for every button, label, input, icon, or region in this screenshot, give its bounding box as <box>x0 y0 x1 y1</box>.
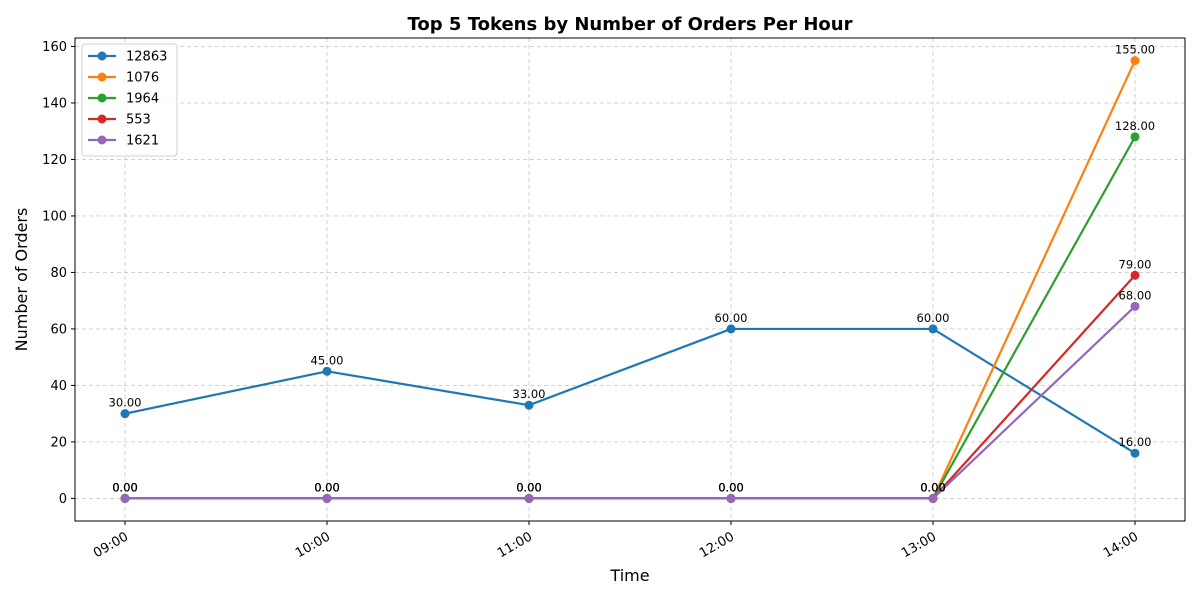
data-point <box>322 493 332 503</box>
data-label: 0.00 <box>112 480 138 494</box>
legend-label: 1076 <box>126 71 159 86</box>
chart-title: Top 5 Tokens by Number of Orders Per Hou… <box>408 14 853 35</box>
data-point <box>120 493 130 503</box>
data-point <box>1130 132 1140 142</box>
legend: 12863 1076 1964 553 1621 <box>81 43 178 157</box>
y-tick-label: 40 <box>50 379 67 394</box>
y-tick-label: 20 <box>50 435 67 450</box>
legend-label: 553 <box>126 113 151 128</box>
y-tick-label: 100 <box>42 209 67 224</box>
data-label: 0.00 <box>516 480 542 494</box>
data-label: 0.00 <box>920 480 946 494</box>
data-point <box>322 366 332 376</box>
legend-label: 12863 <box>126 50 167 65</box>
y-tick-label: 160 <box>42 40 67 55</box>
data-point <box>524 400 534 410</box>
y-tick-label: 120 <box>42 153 67 168</box>
data-point <box>1130 301 1140 311</box>
data-point <box>1130 56 1140 66</box>
data-point <box>120 409 130 419</box>
data-label: 0.00 <box>516 480 542 494</box>
data-point <box>928 324 938 334</box>
data-label: 0.00 <box>920 480 946 494</box>
data-label: 0.00 <box>112 480 138 494</box>
data-label: 79.00 <box>1119 257 1152 271</box>
legend-marker <box>97 93 107 103</box>
legend-marker <box>97 135 107 145</box>
data-label: 0.00 <box>314 480 340 494</box>
data-point <box>928 493 938 503</box>
y-axis-label: Number of Orders <box>12 208 31 352</box>
data-label: 68.00 <box>1119 288 1152 302</box>
data-point <box>1130 270 1140 280</box>
data-label: 0.00 <box>920 480 946 494</box>
series-line-12863 <box>124 327 1136 455</box>
legend-marker <box>97 114 107 124</box>
data-label: 60.00 <box>715 311 748 325</box>
data-label: 0.00 <box>112 480 138 494</box>
legend-box <box>81 43 178 157</box>
data-label: 0.00 <box>314 480 340 494</box>
data-label: 128.00 <box>1115 119 1155 133</box>
y-tick-label: 80 <box>50 266 67 281</box>
series-line-1621 <box>125 305 1136 500</box>
data-point <box>726 493 736 503</box>
plot-area-frame <box>74 37 1186 522</box>
data-label: 33.00 <box>513 387 546 401</box>
data-label: 0.00 <box>112 480 138 494</box>
data-label: 0.00 <box>718 480 744 494</box>
legend-marker <box>97 72 107 82</box>
data-label: 16.00 <box>1119 435 1152 449</box>
data-label: 0.00 <box>920 480 946 494</box>
data-label: 0.00 <box>718 480 744 494</box>
data-label: 155.00 <box>1115 43 1155 57</box>
data-point <box>726 324 736 334</box>
data-label: 0.00 <box>718 480 744 494</box>
data-label: 30.00 <box>109 396 142 410</box>
data-label: 60.00 <box>917 311 950 325</box>
y-tick-label: 140 <box>42 96 67 111</box>
legend-label: 1621 <box>126 134 159 149</box>
data-label: 0.00 <box>314 480 340 494</box>
data-point <box>1130 448 1140 458</box>
data-label: 0.00 <box>718 480 744 494</box>
series-layer <box>120 56 1140 503</box>
y-tick-label: 0 <box>59 492 67 507</box>
data-label: 0.00 <box>314 480 340 494</box>
legend-marker <box>97 51 107 61</box>
legend-label: 1964 <box>126 92 159 107</box>
data-label: 45.00 <box>311 353 344 367</box>
data-label: 0.00 <box>516 480 542 494</box>
x-axis-label: Time <box>609 566 649 585</box>
data-point <box>524 493 534 503</box>
data-label: 0.00 <box>516 480 542 494</box>
y-tick-label: 60 <box>50 322 67 337</box>
data-labels: 30.00 45.00 33.00 60.00 60.00 16.00 0.00 0.00 0.… <box>109 43 1156 495</box>
